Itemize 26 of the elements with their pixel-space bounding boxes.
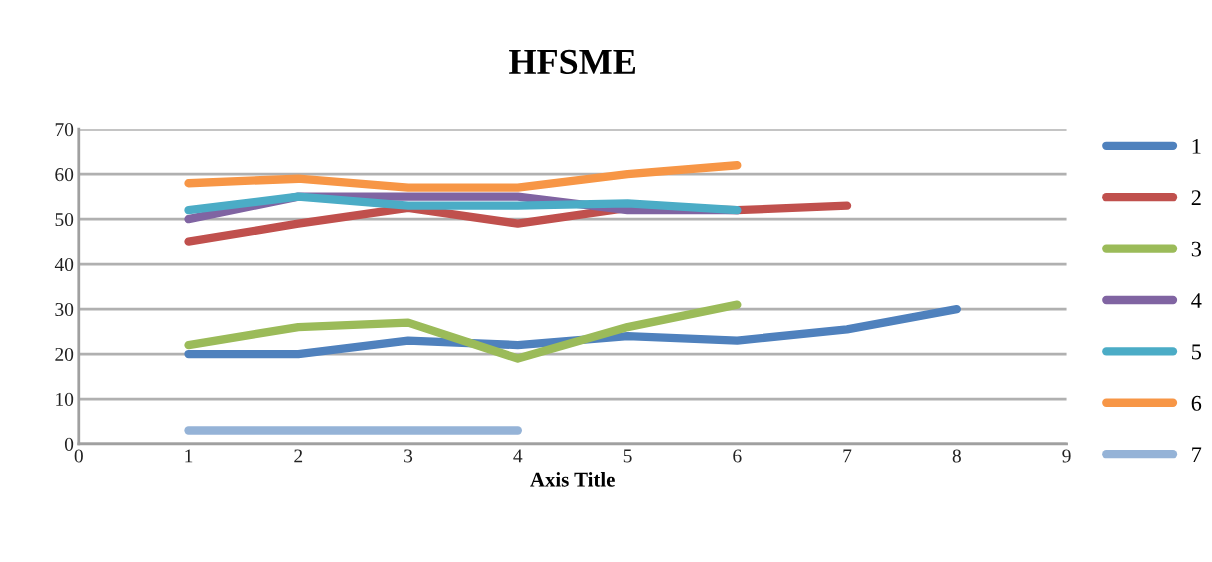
- legend-label: 1: [1192, 138, 1201, 154]
- y-tick-label: 60: [55, 168, 74, 182]
- y-tick-label: 70: [55, 123, 74, 137]
- legend-label: 6: [1191, 395, 1202, 411]
- chart-title: HFSME: [509, 49, 636, 75]
- legend-label: 4: [1191, 293, 1202, 308]
- x-tick-label: 1: [185, 449, 193, 463]
- x-tick-label: 5: [623, 449, 632, 463]
- x-tick-label: 7: [843, 449, 852, 463]
- x-tick-label: 2: [294, 449, 303, 463]
- x-tick-label: 9: [1062, 449, 1071, 463]
- x-tick-label: 6: [733, 449, 742, 463]
- x-tick-label: 8: [952, 449, 961, 463]
- x-tick-label: 0: [74, 449, 83, 463]
- x-axis-title: Axis Title: [530, 472, 615, 487]
- y-tick-label: 20: [55, 347, 74, 361]
- x-tick-label: 4: [513, 449, 523, 463]
- y-tick-label: 10: [56, 392, 74, 406]
- legend-label: 5: [1192, 344, 1201, 360]
- legend-label: 2: [1191, 190, 1201, 205]
- y-tick-label: 30: [55, 302, 74, 317]
- y-tick-label: 0: [64, 437, 74, 451]
- y-tick-label: 40: [54, 257, 74, 272]
- y-tick-label: 50: [55, 213, 74, 227]
- legend-label: 3: [1191, 241, 1201, 257]
- x-tick-label: 3: [404, 449, 413, 463]
